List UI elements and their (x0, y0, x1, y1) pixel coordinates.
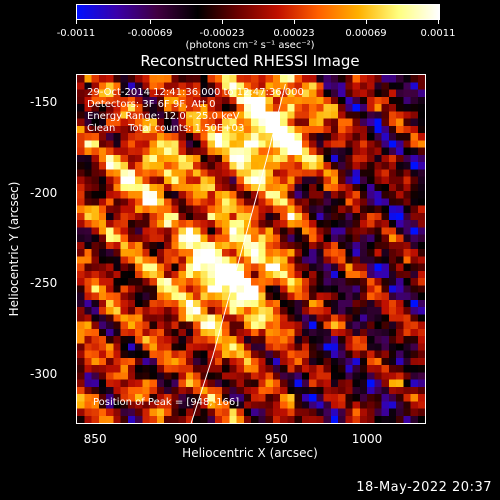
limb-overlay (190, 83, 286, 423)
colorbar-units: (photons cm⁻² s⁻¹ asec⁻²) (185, 40, 315, 51)
y-tick-label: -300 (30, 367, 58, 382)
clean-counts: Clean Total counts: 1.50E+03 (87, 123, 245, 134)
y-tick-label: -150 (30, 95, 58, 110)
x-axis-label: Heliocentric X (arcsec) (182, 446, 318, 460)
colorbar-tick-mark (438, 20, 439, 24)
colorbar-tick-label: -0.00069 (127, 28, 173, 39)
colorbar-tick-mark (366, 20, 367, 24)
heatmap-canvas (77, 75, 425, 423)
colorbar (76, 4, 440, 20)
colorbar-tick-label: -0.00023 (199, 28, 245, 39)
colorbar-tick-mark (222, 20, 223, 24)
y-axis-label: Heliocentric Y (arcsec) (7, 181, 21, 317)
y-tick-label: -250 (30, 276, 58, 291)
colorbar-tick-label: 0.0011 (420, 28, 456, 39)
x-tick-label: 850 (83, 432, 107, 446)
colorbar-tick-label: 0.00023 (273, 28, 315, 39)
x-tick-label: 900 (174, 432, 198, 446)
solar-limb-line (190, 83, 286, 423)
peak-position: Position of Peak = [948,-166] (93, 397, 240, 408)
colorbar-tick-label: 0.00069 (345, 28, 387, 39)
time-range: 29-Oct-2014 12:41:36.000 to 12:47:36.000 (87, 87, 304, 98)
x-tick-label: 1000 (351, 432, 383, 446)
image-title: Reconstructed RHESSI Image (140, 52, 360, 70)
timestamp: 18-May-2022 20:37 (356, 480, 492, 495)
x-tick-label: 950 (264, 432, 288, 446)
energy-range: Energy Range: 12.0 - 25.0 keV (87, 111, 240, 122)
observation-info: 29-Oct-2014 12:41:36.000 to 12:47:36.000… (87, 87, 304, 135)
detectors: Detectors: 3F 6F 9F, Att 0 (87, 99, 216, 110)
y-tick-label: -200 (30, 185, 58, 200)
colorbar-tick-label: -0.0011 (56, 28, 96, 39)
colorbar-tick-mark (76, 20, 77, 24)
colorbar-tick-mark (294, 20, 295, 24)
image-plot[interactable]: 29-Oct-2014 12:41:36.000 to 12:47:36.000… (76, 74, 426, 424)
colorbar-tick-mark (150, 20, 151, 24)
